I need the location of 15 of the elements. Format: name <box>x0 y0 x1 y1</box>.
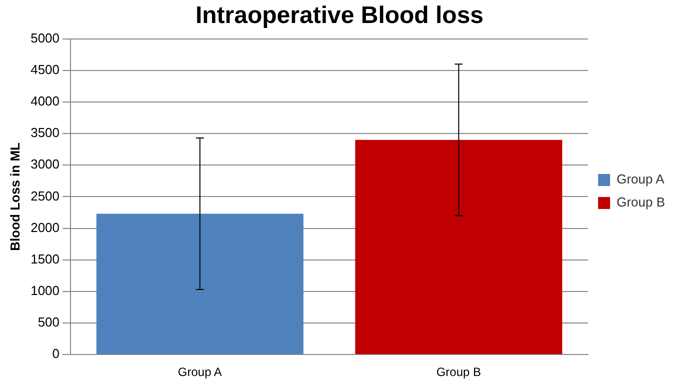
y-tick-label: 5000 <box>30 30 60 46</box>
legend-label: Group A <box>616 172 665 187</box>
y-tick-label: 2500 <box>30 188 60 204</box>
y-tick-label: 1000 <box>30 283 60 298</box>
y-tick-label: 0 <box>52 346 60 362</box>
y-tick-label: 3000 <box>30 156 60 172</box>
chart-title: Intraoperative Blood loss <box>195 2 484 30</box>
y-axis-title: Blood Loss in ML <box>7 142 22 251</box>
y-tick-label: 4000 <box>30 94 60 109</box>
y-tick-label: 1500 <box>30 251 60 266</box>
legend-label: Group B <box>616 194 666 210</box>
y-tick-label: 4500 <box>30 62 60 77</box>
y-tick-label: 2000 <box>30 220 60 235</box>
y-tick-label: 3500 <box>30 125 60 140</box>
y-tick-label: 500 <box>38 314 60 330</box>
